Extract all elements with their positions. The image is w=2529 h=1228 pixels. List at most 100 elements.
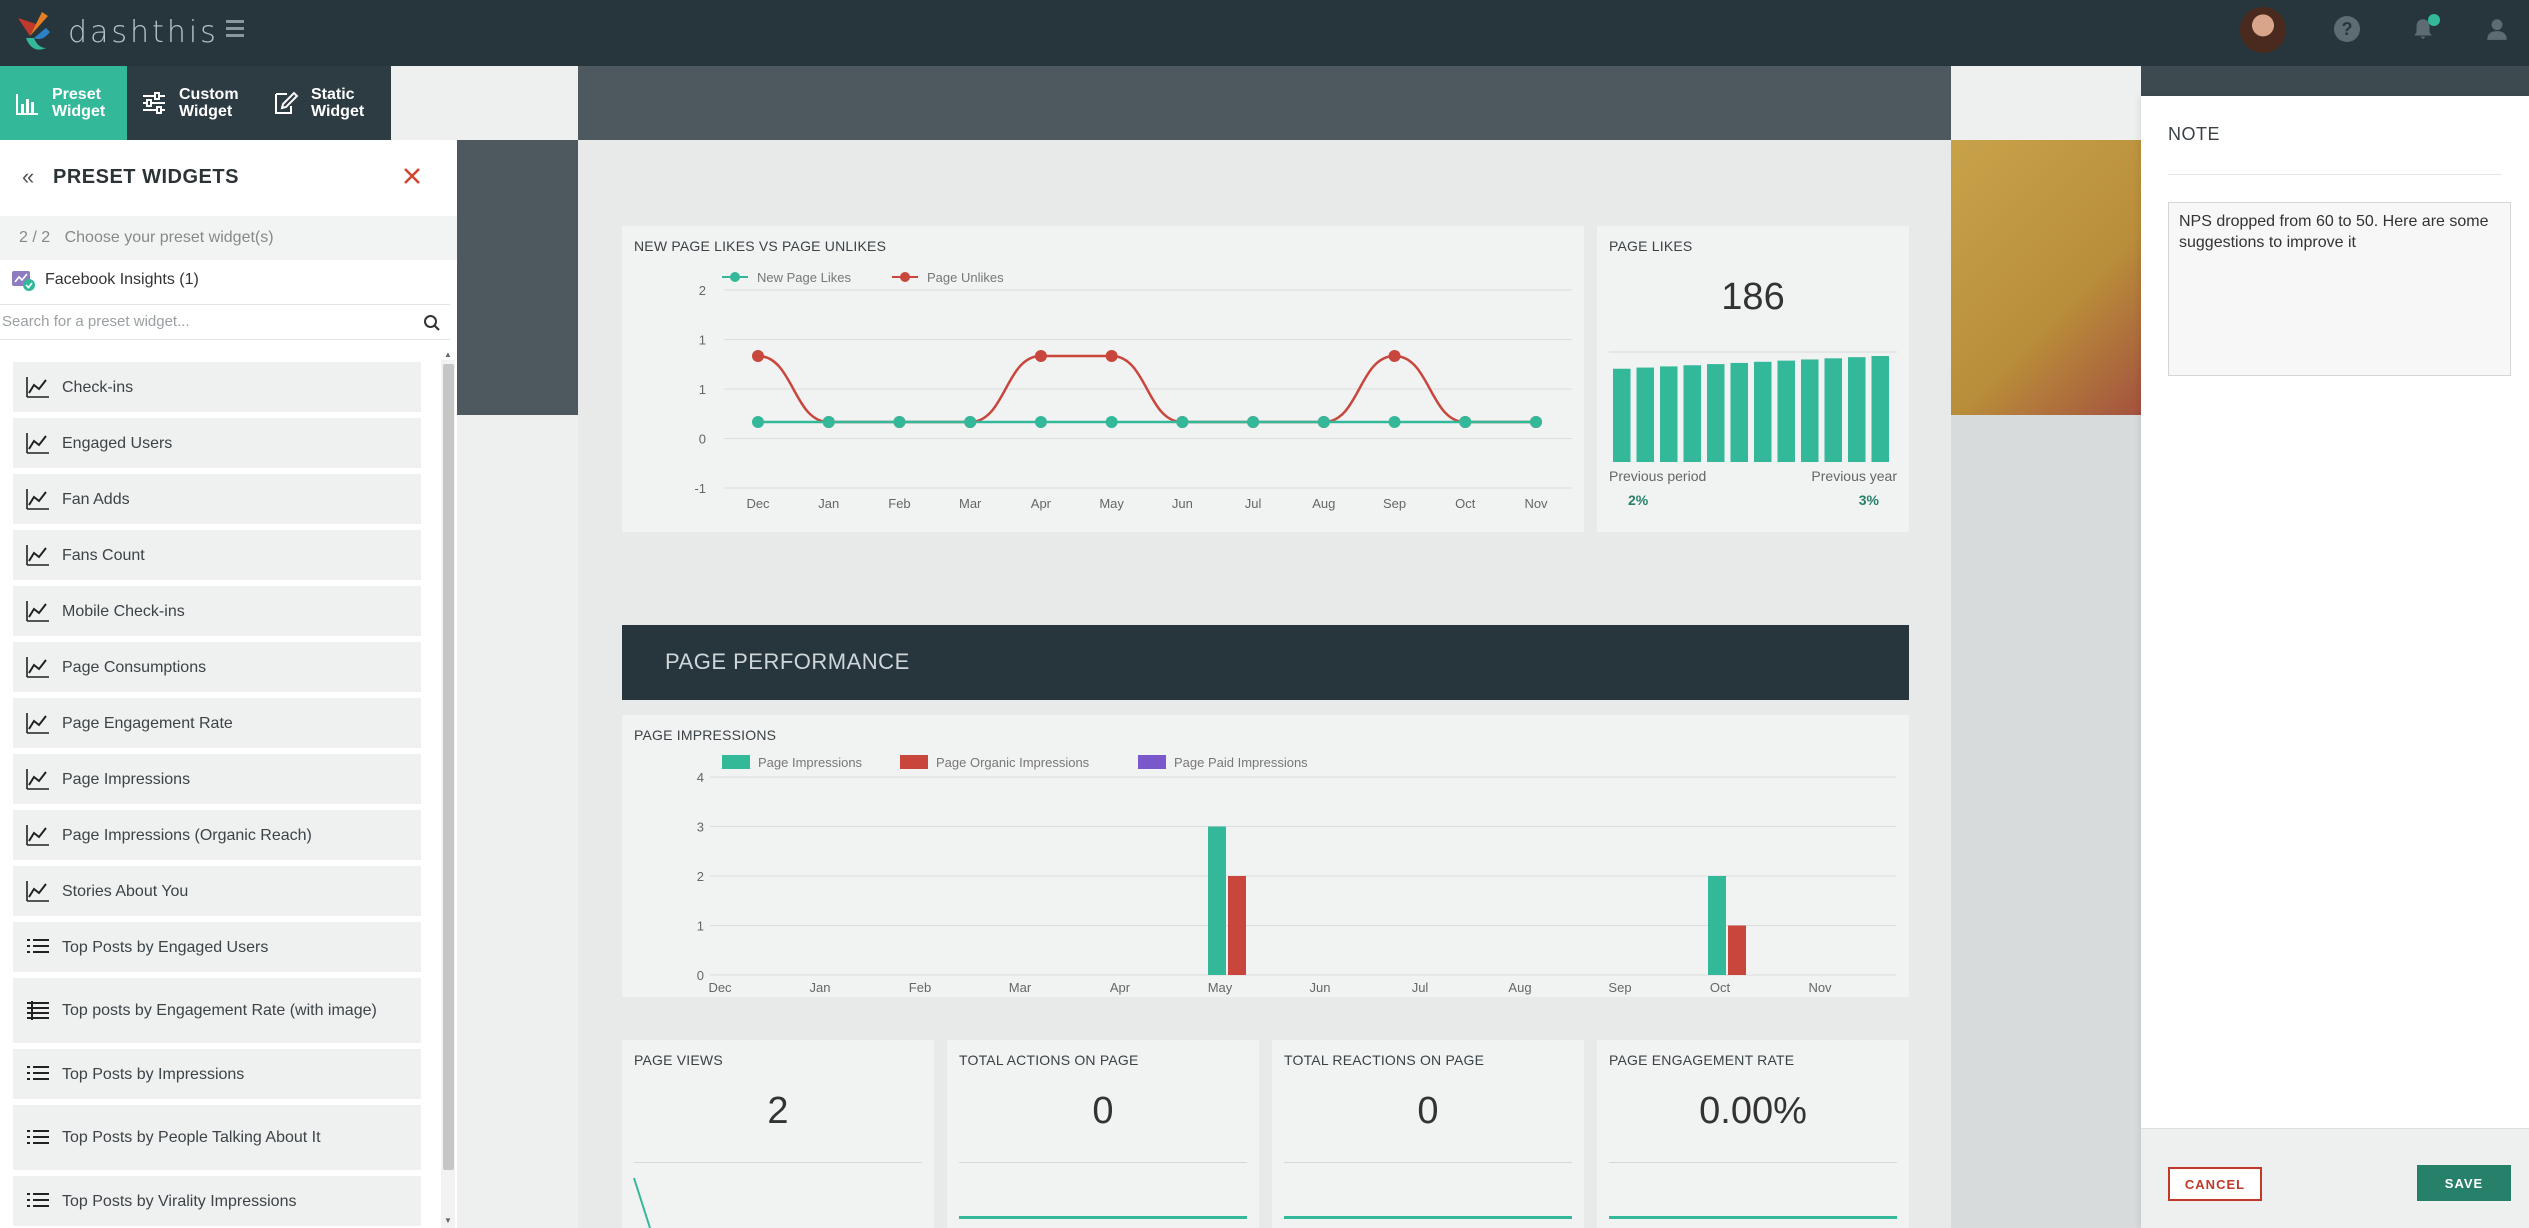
kpi-value: 0 bbox=[1092, 1090, 1114, 1132]
data-point[interactable] bbox=[964, 416, 977, 428]
bar[interactable] bbox=[1730, 362, 1749, 462]
source-label[interactable]: Facebook Insights (1) bbox=[45, 271, 199, 288]
data-point[interactable] bbox=[1459, 416, 1472, 428]
bar[interactable] bbox=[1660, 366, 1678, 462]
note-textarea[interactable]: NPS dropped from 60 to 50. Here are some… bbox=[2168, 202, 2511, 376]
cancel-button[interactable]: CANCEL bbox=[2168, 1167, 2262, 1201]
data-point[interactable] bbox=[1317, 416, 1330, 428]
step-label: Choose your preset widget(s) bbox=[64, 229, 274, 246]
list-item[interactable]: Page Impressions bbox=[13, 754, 421, 804]
data-point[interactable] bbox=[893, 416, 906, 428]
list-item[interactable]: Top Posts by Virality Impressions bbox=[13, 1176, 421, 1226]
bar[interactable] bbox=[1208, 826, 1226, 976]
bar[interactable] bbox=[1848, 357, 1866, 462]
dashthis-logo[interactable]: dashthis bbox=[12, 8, 219, 56]
search-input[interactable] bbox=[2, 313, 402, 330]
list-item[interactable]: Top Posts by People Talking About It bbox=[13, 1105, 421, 1170]
menu-icon[interactable] bbox=[226, 20, 244, 37]
data-point[interactable] bbox=[1530, 416, 1542, 428]
bar[interactable] bbox=[1824, 358, 1843, 462]
list-item-label: Top posts by Engagement Rate (with image… bbox=[62, 1002, 377, 1019]
sliders-icon bbox=[143, 92, 165, 114]
bar[interactable] bbox=[1754, 361, 1772, 462]
close-icon[interactable] bbox=[402, 166, 422, 186]
y-tick-label: -1 bbox=[694, 481, 706, 496]
list-item[interactable]: Page Engagement Rate bbox=[13, 698, 421, 748]
data-point[interactable] bbox=[1105, 416, 1118, 428]
tab-static-widget[interactable]: Static Widget bbox=[259, 66, 391, 140]
list-item[interactable]: Check-ins bbox=[13, 362, 421, 412]
data-point[interactable] bbox=[1034, 350, 1047, 362]
bar[interactable] bbox=[1801, 359, 1819, 462]
list-item[interactable]: Fan Adds bbox=[13, 474, 421, 524]
edit-icon bbox=[275, 91, 299, 114]
bar[interactable] bbox=[1683, 365, 1702, 462]
dashboard-right-bar bbox=[2141, 66, 2529, 96]
data-point[interactable] bbox=[1034, 416, 1047, 428]
data-point[interactable] bbox=[822, 416, 835, 428]
bar[interactable] bbox=[1777, 360, 1796, 462]
bar[interactable] bbox=[1707, 364, 1725, 462]
page-performance-section[interactable]: PAGE PERFORMANCE bbox=[622, 625, 1909, 700]
impressions-chart-title: PAGE IMPRESSIONS bbox=[634, 727, 777, 743]
data-point[interactable] bbox=[1388, 350, 1401, 362]
avatar[interactable] bbox=[2240, 7, 2286, 53]
data-point[interactable] bbox=[1247, 416, 1260, 428]
brand-name: dashthis bbox=[68, 14, 219, 50]
data-point[interactable] bbox=[1388, 416, 1401, 428]
bell-icon[interactable] bbox=[2410, 16, 2436, 42]
tab-preset-widget[interactable]: Preset Widget bbox=[0, 66, 127, 140]
x-tick-label: Feb bbox=[909, 980, 931, 995]
scrollbar-thumb[interactable] bbox=[443, 364, 454, 1170]
kpi-card-total-actions[interactable]: TOTAL ACTIONS ON PAGE 0 bbox=[947, 1040, 1259, 1228]
search-box bbox=[0, 304, 450, 340]
list-item[interactable]: Stories About You bbox=[13, 866, 421, 916]
search-icon[interactable] bbox=[423, 314, 441, 332]
scroll-up-arrow-icon[interactable]: ▲ bbox=[444, 350, 452, 359]
impressions-chart-card[interactable]: PAGE IMPRESSIONS 4 3 2 1 0 Dec Jan Feb Mar Apr May… bbox=[622, 715, 1909, 997]
bar[interactable] bbox=[1636, 367, 1655, 462]
list-item[interactable]: Top posts by Engagement Rate (with image… bbox=[13, 978, 421, 1043]
legend-label: Page Impressions bbox=[758, 755, 863, 770]
x-tick-label: Jan bbox=[810, 980, 831, 995]
tab-custom-widget[interactable]: Custom Widget bbox=[127, 66, 259, 140]
list-icon bbox=[27, 1066, 49, 1080]
list-item[interactable]: Top Posts by Engaged Users bbox=[13, 922, 421, 972]
save-button[interactable]: SAVE bbox=[2417, 1165, 2511, 1201]
dashboard-side-strip bbox=[457, 140, 579, 415]
kpi-card-page-views[interactable]: PAGE VIEWS 2 bbox=[622, 1040, 934, 1228]
data-point[interactable] bbox=[752, 416, 764, 428]
help-icon[interactable]: ? bbox=[2334, 16, 2360, 42]
data-point[interactable] bbox=[1176, 416, 1189, 428]
kpi-sparkline-baseline bbox=[959, 1162, 1247, 1163]
list-item[interactable]: Mobile Check-ins bbox=[13, 586, 421, 636]
data-point[interactable] bbox=[1105, 350, 1118, 362]
list-item[interactable]: Engaged Users bbox=[13, 418, 421, 468]
user-icon[interactable] bbox=[2484, 16, 2510, 42]
legend-swatch bbox=[1138, 755, 1166, 769]
bar[interactable] bbox=[1871, 356, 1890, 462]
likes-line-chart: 2 1 1 0 -1 Dec Jan Feb Mar Apr May Jun Jul Aug Sep Oct N… bbox=[694, 270, 1572, 511]
list-item[interactable]: Page Impressions (Organic Reach) bbox=[13, 810, 421, 860]
legend-label: Page Organic Impressions bbox=[936, 755, 1090, 770]
bar[interactable] bbox=[1728, 925, 1746, 976]
data-point[interactable] bbox=[752, 350, 764, 362]
bar[interactable] bbox=[1613, 368, 1631, 462]
dashboard-overlay bbox=[1951, 415, 2141, 1228]
list-item[interactable]: Page Consumptions bbox=[13, 642, 421, 692]
kpi-card-engagement-rate[interactable]: PAGE ENGAGEMENT RATE 0.00% bbox=[1597, 1040, 1909, 1228]
bar[interactable] bbox=[1708, 876, 1726, 975]
kpi-card-total-reactions[interactable]: TOTAL REACTIONS ON PAGE 0 bbox=[1272, 1040, 1584, 1228]
list-item[interactable]: Fans Count bbox=[13, 530, 421, 580]
scroll-down-arrow-icon[interactable]: ▼ bbox=[444, 1216, 452, 1225]
kpi-sparkline bbox=[1609, 1216, 1897, 1219]
double-chevron-left-icon[interactable]: « bbox=[22, 164, 35, 189]
x-tick-label: Nov bbox=[1524, 496, 1548, 511]
bar[interactable] bbox=[1228, 876, 1246, 975]
list-item[interactable]: Top Posts by Impressions bbox=[13, 1049, 421, 1099]
tab-custom-line2: Widget bbox=[179, 103, 233, 120]
likes-chart-card[interactable]: NEW PAGE LIKES VS PAGE UNLIKES 2 1 1 0 -1 Dec… bbox=[622, 226, 1584, 532]
x-tick-label: May bbox=[1208, 980, 1233, 995]
x-tick-label: Jul bbox=[1412, 980, 1429, 995]
page-likes-card[interactable]: PAGE LIKES 186 Previous period Previous … bbox=[1597, 226, 1909, 532]
